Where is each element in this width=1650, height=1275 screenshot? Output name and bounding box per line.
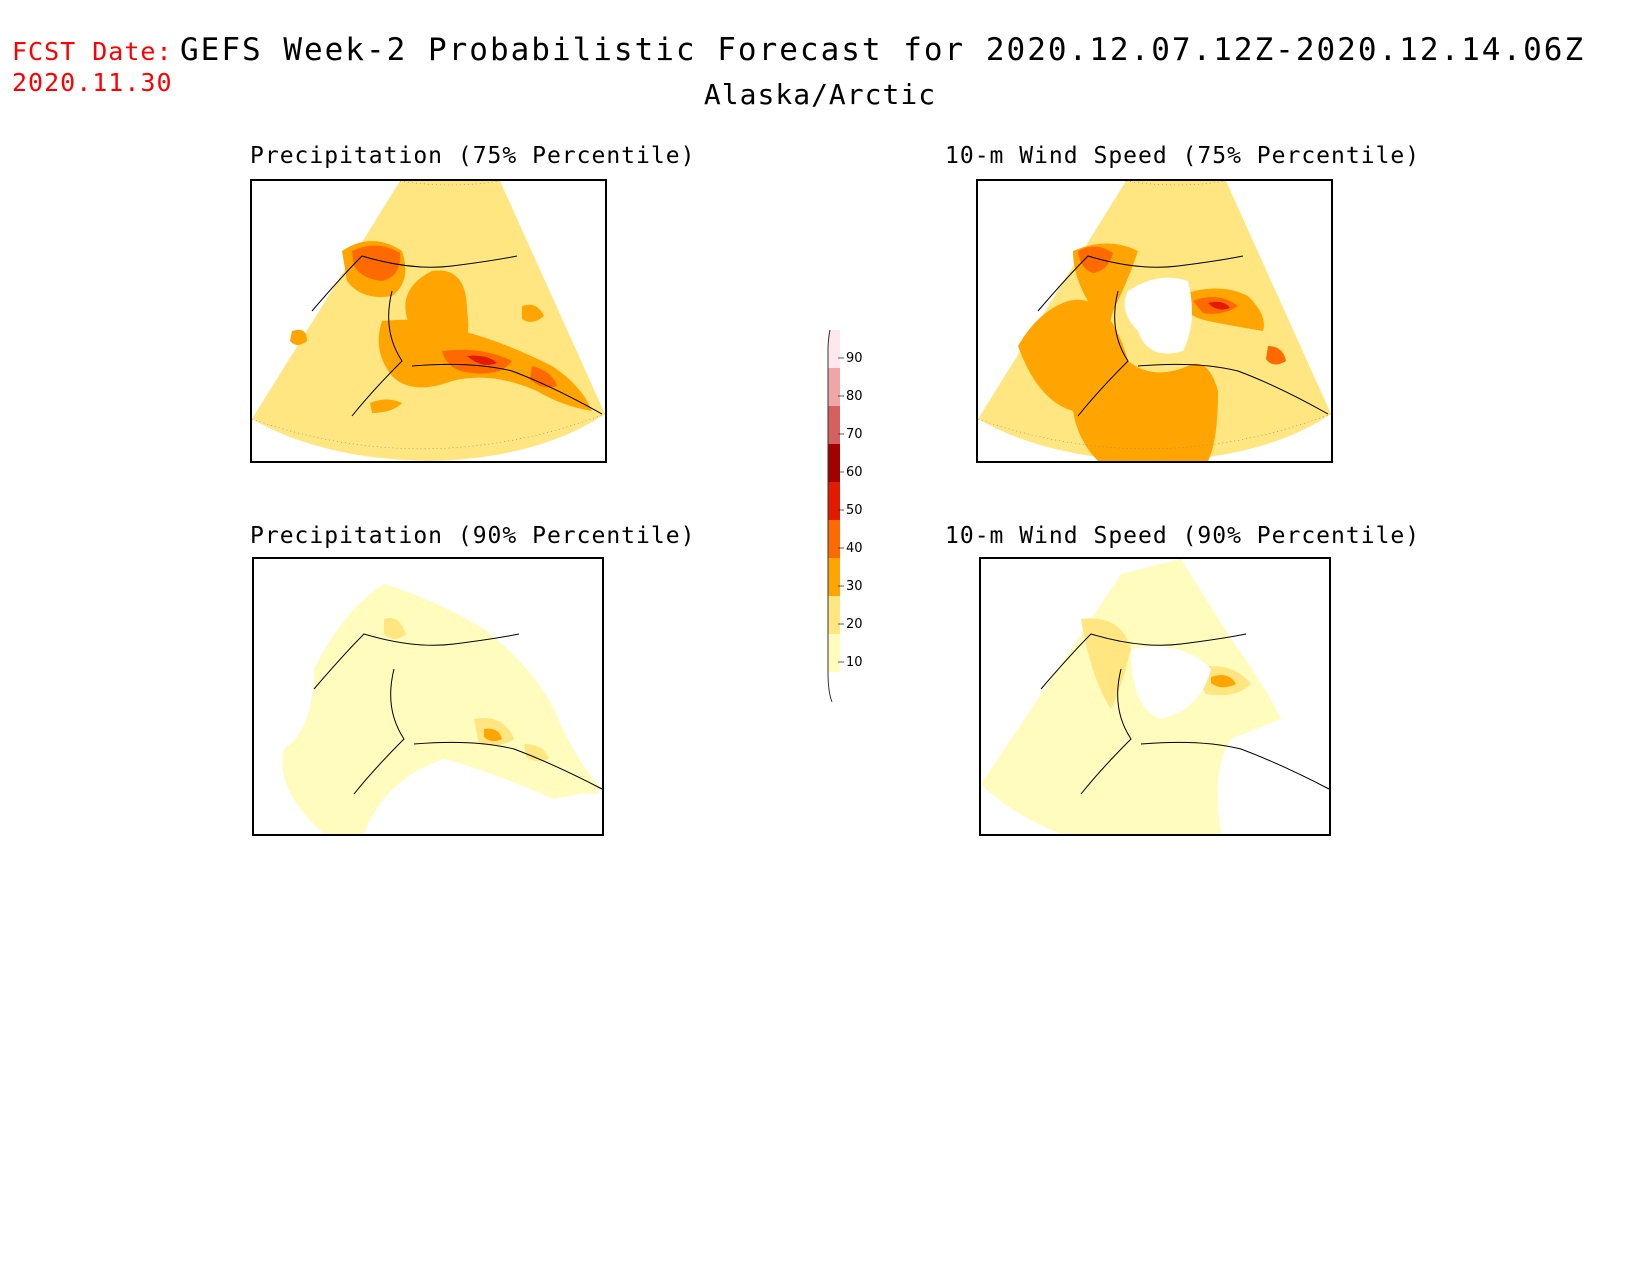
colorbar-swatch — [828, 330, 840, 368]
colorbar-tick-label: 20 — [846, 617, 863, 632]
map-wind-75 — [976, 179, 1333, 463]
colorbar-tick-label: 80 — [846, 389, 863, 404]
page-title: GEFS Week-2 Probabilistic Forecast for 2… — [180, 32, 1586, 68]
colorbar-frame — [827, 329, 833, 703]
map-wind-90 — [979, 557, 1331, 836]
colorbar-tick-label: 50 — [846, 503, 863, 518]
fcst-date: 2020.11.30 — [12, 68, 173, 97]
fcst-label: FCST Date: — [12, 37, 173, 66]
region-subtitle: Alaska/Arctic — [703, 78, 937, 111]
map-precip-90 — [252, 557, 604, 836]
panel-title-precip-90: Precipitation (90% Percentile) — [250, 523, 696, 549]
colorbar-tick-label: 40 — [846, 541, 863, 556]
colorbar-svg: 10 20 30 40 50 60 70 80 90 — [827, 329, 863, 703]
colorbar-swatch — [828, 406, 840, 444]
colorbar-swatch — [828, 558, 840, 596]
panel-title-wind-75: 10-m Wind Speed (75% Percentile) — [945, 143, 1421, 169]
colorbar-tick-label: 90 — [846, 351, 863, 366]
colorbar-swatch — [828, 520, 840, 558]
map-precip-75 — [250, 179, 607, 463]
colorbar-tick-label: 70 — [846, 427, 863, 442]
colorbar-tick-label: 30 — [846, 579, 863, 594]
colorbar-swatch — [828, 444, 840, 482]
colorbar-swatch — [828, 596, 840, 634]
colorbar-swatch — [828, 482, 840, 520]
fcst-date-label: FCST Date: 2020.11.30 — [12, 36, 173, 98]
colorbar-swatch — [828, 368, 840, 406]
colorbar-swatch — [828, 634, 840, 672]
panel-title-precip-75: Precipitation (75% Percentile) — [250, 143, 696, 169]
colorbar-tick-label: 60 — [846, 465, 863, 480]
colorbar-tick-label: 10 — [846, 655, 863, 670]
panel-title-wind-90: 10-m Wind Speed (90% Percentile) — [945, 523, 1421, 549]
colorbar-legend: 10 20 30 40 50 60 70 80 90 — [820, 329, 880, 714]
